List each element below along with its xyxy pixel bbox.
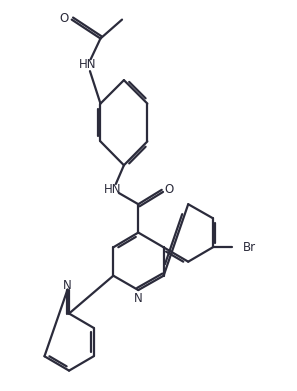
Text: N: N [63,279,72,292]
Text: O: O [60,13,69,25]
Text: HN: HN [78,59,96,72]
Text: Br: Br [243,241,256,254]
Text: HN: HN [104,183,121,196]
Text: N: N [134,292,143,305]
Text: O: O [164,183,174,196]
